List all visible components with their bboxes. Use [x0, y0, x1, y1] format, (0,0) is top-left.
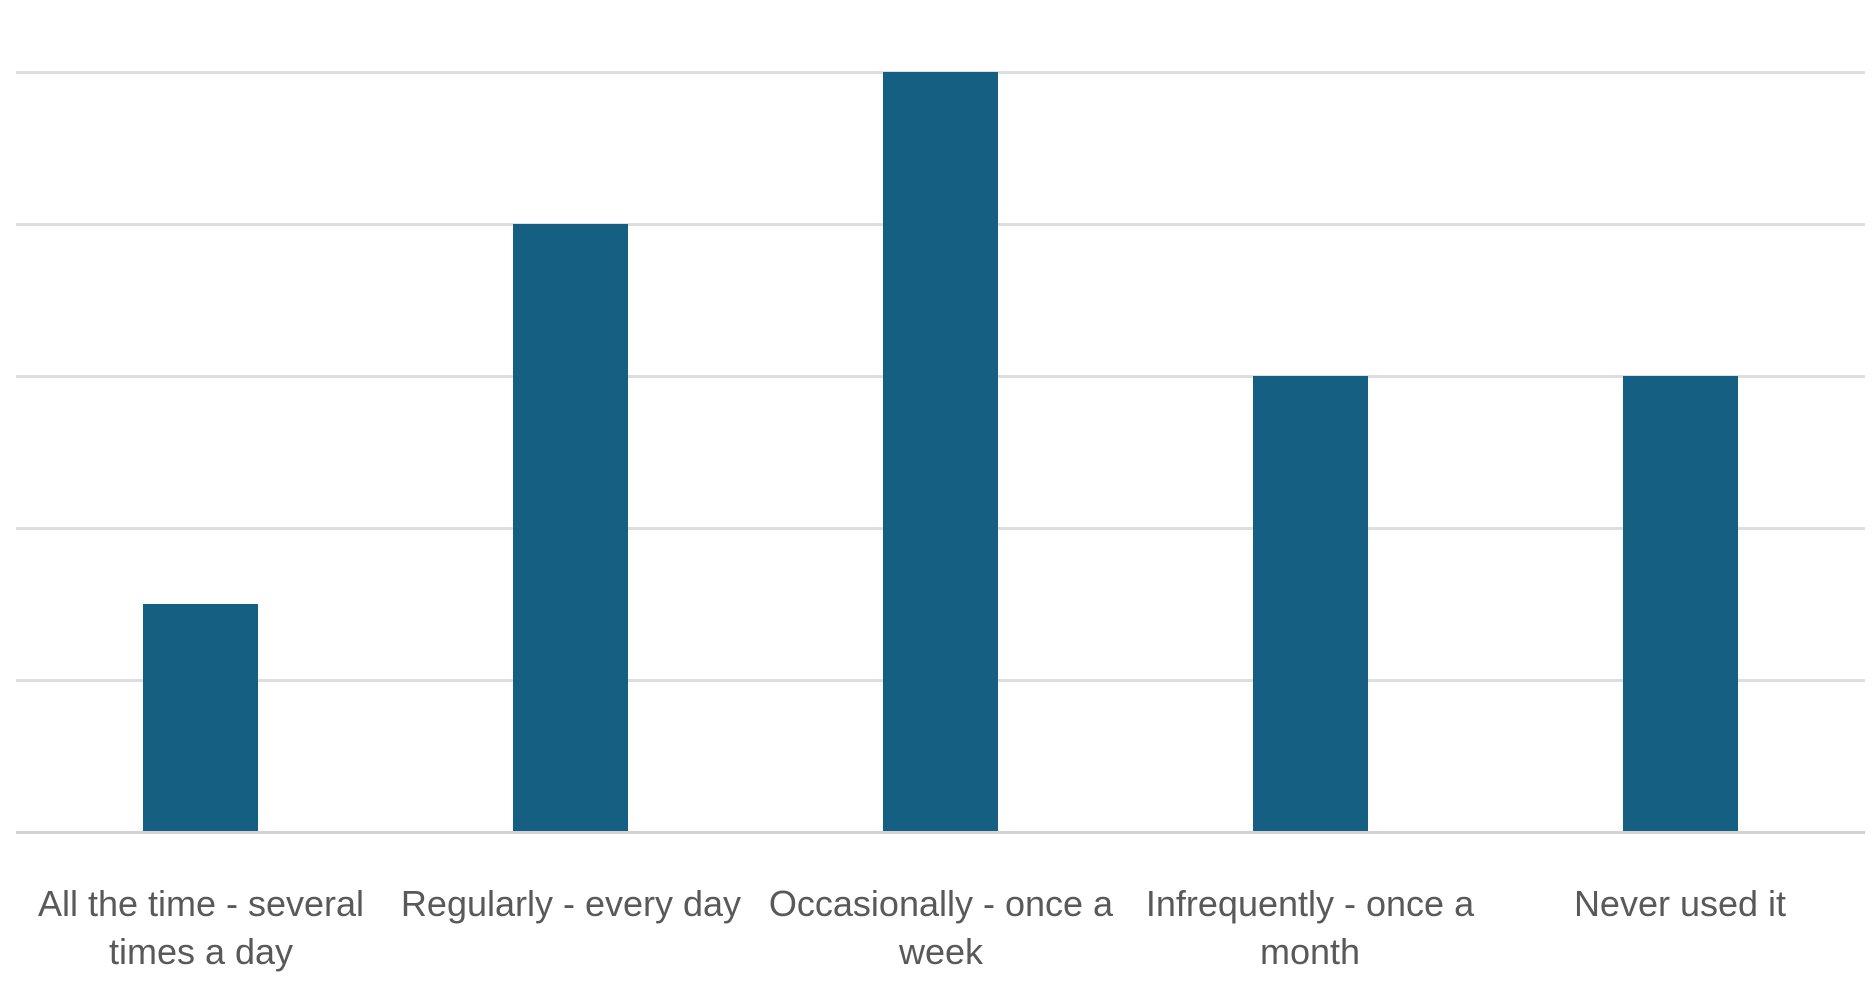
category-label-line: Never used it	[1573, 883, 1787, 924]
bar	[1253, 376, 1368, 832]
category-label: All the time - several times a day	[1, 880, 401, 976]
category-label-line: week	[898, 931, 984, 972]
category-label-line: times a day	[108, 931, 294, 972]
category-label-line: All the time - several	[37, 883, 365, 924]
category-label: Occasionally - once a week	[741, 880, 1141, 976]
category-label-line: Regularly - every day	[400, 883, 742, 924]
category-label: Never used it	[1480, 880, 1874, 928]
bar	[1623, 376, 1738, 832]
category-label-line: month	[1259, 931, 1361, 972]
category-label-line: Occasionally - once a	[768, 883, 1114, 924]
category-label: Regularly - every day	[371, 880, 771, 928]
bar	[513, 224, 628, 832]
bar	[143, 604, 258, 832]
category-label: Infrequently - once a month	[1110, 880, 1510, 976]
bar	[883, 72, 998, 832]
category-label-line: Infrequently - once a	[1145, 883, 1475, 924]
x-axis-line	[16, 831, 1865, 834]
